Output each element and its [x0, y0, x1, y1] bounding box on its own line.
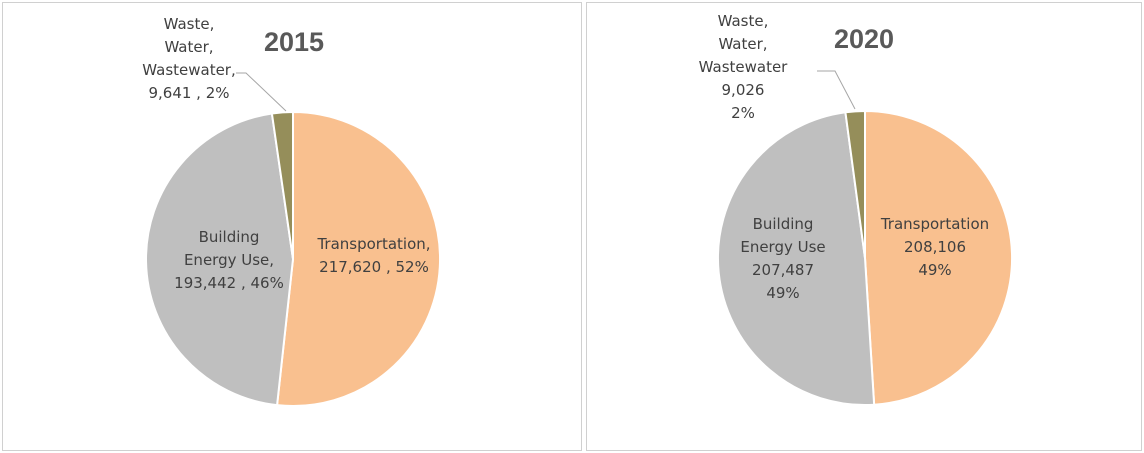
data-label-line: Energy Use, — [184, 251, 274, 269]
data-label-line: Energy Use — [740, 238, 825, 256]
pie-slice-transportation — [864, 109, 1014, 406]
chart-title: 2015 — [264, 27, 324, 57]
pie-slice-building-energy-use — [716, 111, 876, 407]
data-label-line: 217,620 , 52% — [319, 258, 429, 276]
pie-chart-2020: 2020 Transportation 208,106 49% Building Ene… — [699, 12, 1014, 407]
pie-slice-transportation — [275, 110, 442, 407]
data-label-transportation: Transportation 208,106 49% — [880, 215, 989, 279]
data-label-line: Building — [199, 228, 260, 246]
data-label-line: 193,442 , 46% — [174, 274, 284, 292]
data-label-line: 9,026 — [722, 81, 765, 99]
chart-panel-2020: 2020 Transportation 208,106 49% Building Ene… — [586, 2, 1142, 451]
data-label-line: 49% — [918, 261, 951, 279]
data-label-waste-water-wastewater: Waste, Water, Wastewater, 9,641 , 2% — [142, 15, 236, 102]
chart-title: 2020 — [834, 24, 894, 54]
pie-slice-building-energy-use — [145, 112, 295, 407]
leader-line — [236, 72, 287, 112]
data-label-line: 49% — [766, 284, 799, 302]
data-label-line: 207,487 — [752, 261, 814, 279]
data-label-line: Building — [753, 215, 814, 233]
data-label-line: Water, — [164, 38, 213, 56]
data-label-waste-water-wastewater: Waste, Water, Wastewater 9,026 2% — [699, 12, 789, 122]
data-label-line: 9,641 , 2% — [148, 84, 229, 102]
data-label-building-energy-use: Building Energy Use, 193,442 , 46% — [174, 228, 284, 292]
data-label-line: Waste, — [164, 15, 215, 33]
pie-slice-waste-water-wastewater — [270, 110, 294, 260]
data-label-line: Wastewater — [699, 58, 789, 76]
data-label-line: Water, — [718, 35, 767, 53]
data-label-building-energy-use: Building Energy Use 207,487 49% — [740, 215, 825, 302]
leader-line — [817, 70, 856, 110]
data-label-line: 208,106 — [904, 238, 966, 256]
data-label-line: 2% — [731, 104, 755, 122]
pie-chart-2015: 2015 Transportation, 217,620 , 52% Buildin… — [142, 15, 442, 407]
data-label-line: Transportation, — [316, 235, 430, 253]
pie-slice-waste-water-wastewater — [844, 109, 866, 259]
data-label-line: Waste, — [718, 12, 769, 30]
data-label-line: Transportation — [880, 215, 989, 233]
data-label-transportation: Transportation, 217,620 , 52% — [316, 235, 430, 276]
data-label-line: Wastewater, — [142, 61, 236, 79]
chart-panel-2015: 2015 Transportation, 217,620 , 52% Buildin… — [2, 2, 582, 451]
